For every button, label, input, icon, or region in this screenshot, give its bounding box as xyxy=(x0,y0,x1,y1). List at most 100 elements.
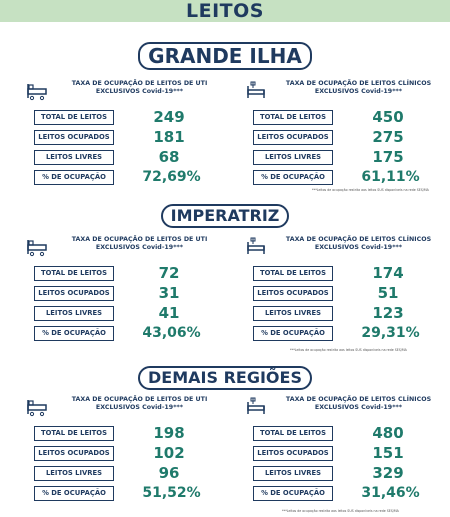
panel-title-line1: TAXA DE OCUPAÇÃO DE LEITOS DE UTI xyxy=(71,396,208,403)
row-value: 51 xyxy=(377,284,399,302)
region-pill: GRANDE ILHA xyxy=(138,42,312,70)
panel-title-line1: TAXA DE OCUPAÇÃO DE LEITOS CLÍNICOS xyxy=(285,236,432,243)
row-livres: LEITOS LIVRES 96 xyxy=(24,464,229,484)
row-value: 72 xyxy=(158,264,180,282)
page-title: LEITOS xyxy=(186,0,264,22)
stats-list: TOTAL DE LEITOS 174 LEITOS OCUPADOS 51 LEI… xyxy=(243,264,448,344)
panel-header: TAXA DE OCUPAÇÃO DE LEITOS DE UTI EXCLUS… xyxy=(24,396,229,420)
row-label: LEITOS OCUPADOS xyxy=(34,446,114,461)
row-value: 51,52% xyxy=(142,485,201,501)
hospital-bed-icon xyxy=(27,84,47,101)
row-value: 450 xyxy=(372,108,404,126)
panel-header: TAXA DE OCUPAÇÃO DE LEITOS CLÍNICOS EXCL… xyxy=(243,80,448,104)
hospital-bed-icon xyxy=(27,240,47,257)
row-total: TOTAL DE LEITOS 198 xyxy=(24,424,229,444)
row-ocupados: LEITOS OCUPADOS 102 xyxy=(24,444,229,464)
row-label: % DE OCUPAÇÃO xyxy=(253,170,333,185)
panel-clinicos-grande-ilha: TAXA DE OCUPAÇÃO DE LEITOS CLÍNICOS EXCL… xyxy=(243,80,448,188)
panel-title-line2: EXCLUSIVOS Covid-19*** xyxy=(314,244,403,251)
row-livres: LEITOS LIVRES 41 xyxy=(24,304,229,324)
row-value: 249 xyxy=(153,108,185,126)
stats-list: TOTAL DE LEITOS 198 LEITOS OCUPADOS 102 LE… xyxy=(24,424,229,504)
panel-title: TAXA DE OCUPAÇÃO DE LEITOS CLÍNICOS EXCL… xyxy=(269,236,448,252)
row-value: 102 xyxy=(153,444,185,462)
row-label: TOTAL DE LEITOS xyxy=(253,426,333,441)
footnote: ***Leitos de ocupação restrita aos leito… xyxy=(290,348,407,352)
region-title-demais-regioes: DEMAIS REGIÕES xyxy=(0,366,450,390)
row-label: % DE OCUPAÇÃO xyxy=(34,486,114,501)
stats-list: TOTAL DE LEITOS 72 LEITOS OCUPADOS 31 LEIT… xyxy=(24,264,229,344)
row-value: 31,46% xyxy=(361,485,420,501)
row-value: 123 xyxy=(372,304,404,322)
row-label: TOTAL DE LEITOS xyxy=(253,110,333,125)
row-value: 329 xyxy=(372,464,404,482)
panel-title: TAXA DE OCUPAÇÃO DE LEITOS CLÍNICOS EXCL… xyxy=(269,396,448,412)
stats-list: TOTAL DE LEITOS 450 LEITOS OCUPADOS 275 LE… xyxy=(243,108,448,188)
panel-title: TAXA DE OCUPAÇÃO DE LEITOS DE UTI EXCLUS… xyxy=(50,396,229,412)
row-ocupacao: % DE OCUPAÇÃO 72,69% xyxy=(24,168,229,188)
row-label: LEITOS LIVRES xyxy=(34,150,114,165)
row-livres: LEITOS LIVRES 175 xyxy=(243,148,448,168)
footnote: ***Leitos de ocupação restrita aos leito… xyxy=(282,509,399,513)
row-label: % DE OCUPAÇÃO xyxy=(253,326,333,341)
row-label: LEITOS OCUPADOS xyxy=(253,130,333,145)
row-value: 181 xyxy=(153,128,185,146)
row-label: % DE OCUPAÇÃO xyxy=(34,326,114,341)
panel-title-line1: TAXA DE OCUPAÇÃO DE LEITOS CLÍNICOS xyxy=(285,80,432,87)
panel-header: TAXA DE OCUPAÇÃO DE LEITOS DE UTI EXCLUS… xyxy=(24,236,229,260)
row-livres: LEITOS LIVRES 123 xyxy=(243,304,448,324)
stats-list: TOTAL DE LEITOS 480 LEITOS OCUPADOS 151 LE… xyxy=(243,424,448,504)
row-value: 43,06% xyxy=(142,325,201,341)
row-value: 31 xyxy=(158,284,180,302)
panel-uti-demais-regioes: TAXA DE OCUPAÇÃO DE LEITOS DE UTI EXCLUS… xyxy=(24,396,229,504)
panel-title-line2: EXCLUSIVOS Covid-19*** xyxy=(95,404,184,411)
row-ocupacao: % DE OCUPAÇÃO 51,52% xyxy=(24,484,229,504)
stats-list: TOTAL DE LEITOS 249 LEITOS OCUPADOS 181 LE… xyxy=(24,108,229,188)
panel-title-line1: TAXA DE OCUPAÇÃO DE LEITOS DE UTI xyxy=(71,80,208,87)
row-ocupados: LEITOS OCUPADOS 151 xyxy=(243,444,448,464)
row-label: LEITOS LIVRES xyxy=(253,150,333,165)
row-ocupados: LEITOS OCUPADOS 275 xyxy=(243,128,448,148)
footnote: ***Leitos de ocupação restrita aos leito… xyxy=(312,188,429,192)
panel-header: TAXA DE OCUPAÇÃO DE LEITOS CLÍNICOS EXCL… xyxy=(243,396,448,420)
row-value: 480 xyxy=(372,424,404,442)
row-value: 61,11% xyxy=(361,169,420,185)
header-band xyxy=(0,0,450,22)
row-total: TOTAL DE LEITOS 249 xyxy=(24,108,229,128)
row-label: LEITOS LIVRES xyxy=(34,306,114,321)
row-value: 96 xyxy=(158,464,180,482)
region-pill: IMPERATRIZ xyxy=(160,204,290,228)
row-label: LEITOS OCUPADOS xyxy=(34,130,114,145)
hospital-bed-icon xyxy=(27,400,47,417)
panel-clinicos-imperatriz: TAXA DE OCUPAÇÃO DE LEITOS CLÍNICOS EXCL… xyxy=(243,236,448,344)
clinical-bed-icon xyxy=(247,81,265,98)
row-ocupacao: % DE OCUPAÇÃO 61,11% xyxy=(243,168,448,188)
panel-title: TAXA DE OCUPAÇÃO DE LEITOS DE UTI EXCLUS… xyxy=(50,80,229,96)
panel-clinicos-demais-regioes: TAXA DE OCUPAÇÃO DE LEITOS CLÍNICOS EXCL… xyxy=(243,396,448,504)
row-ocupados: LEITOS OCUPADOS 51 xyxy=(243,284,448,304)
panel-uti-imperatriz: TAXA DE OCUPAÇÃO DE LEITOS DE UTI EXCLUS… xyxy=(24,236,229,344)
row-total: TOTAL DE LEITOS 72 xyxy=(24,264,229,284)
row-ocupados: LEITOS OCUPADOS 31 xyxy=(24,284,229,304)
panel-header: TAXA DE OCUPAÇÃO DE LEITOS CLÍNICOS EXCL… xyxy=(243,236,448,260)
row-value: 72,69% xyxy=(142,169,201,185)
region-pill: DEMAIS REGIÕES xyxy=(138,366,312,390)
panel-title: TAXA DE OCUPAÇÃO DE LEITOS DE UTI EXCLUS… xyxy=(50,236,229,252)
row-ocupacao: % DE OCUPAÇÃO 31,46% xyxy=(243,484,448,504)
row-label: TOTAL DE LEITOS xyxy=(253,266,333,281)
row-label: LEITOS OCUPADOS xyxy=(253,446,333,461)
row-value: 198 xyxy=(153,424,185,442)
panel-header: TAXA DE OCUPAÇÃO DE LEITOS DE UTI EXCLUS… xyxy=(24,80,229,104)
region-title-grande-ilha: GRANDE ILHA xyxy=(0,42,450,70)
row-label: LEITOS OCUPADOS xyxy=(253,286,333,301)
row-value: 151 xyxy=(372,444,404,462)
row-label: % DE OCUPAÇÃO xyxy=(34,170,114,185)
row-label: TOTAL DE LEITOS xyxy=(34,426,114,441)
row-label: TOTAL DE LEITOS xyxy=(34,110,114,125)
panel-title-line1: TAXA DE OCUPAÇÃO DE LEITOS DE UTI xyxy=(71,236,208,243)
row-ocupacao: % DE OCUPAÇÃO 29,31% xyxy=(243,324,448,344)
row-value: 29,31% xyxy=(361,325,420,341)
row-value: 174 xyxy=(372,264,404,282)
row-label: TOTAL DE LEITOS xyxy=(34,266,114,281)
clinical-bed-icon xyxy=(247,237,265,254)
